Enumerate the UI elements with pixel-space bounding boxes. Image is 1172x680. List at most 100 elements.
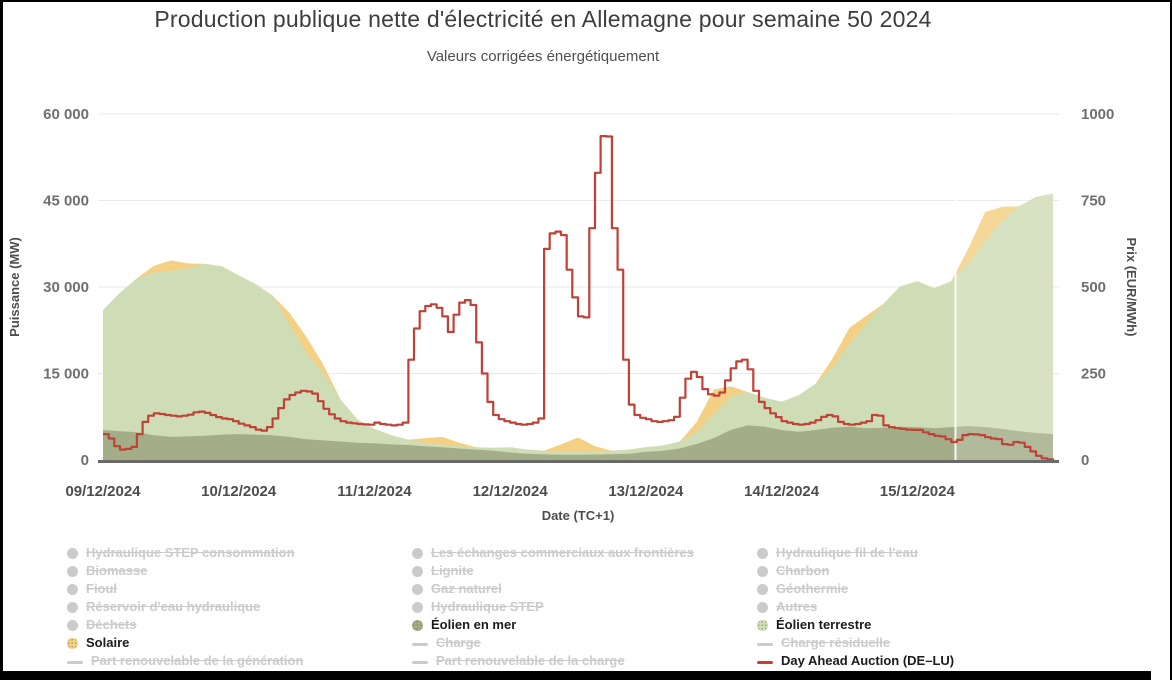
y-right-tick-label: 750 bbox=[1081, 193, 1106, 210]
legend-line-marker-icon bbox=[757, 643, 773, 646]
y-axis-left-title: Puissance (MW) bbox=[7, 237, 22, 337]
legend-line-marker-icon bbox=[412, 643, 428, 646]
legend-label: Lignite bbox=[431, 563, 474, 578]
legend-item-charbon[interactable]: Charbon bbox=[757, 562, 954, 580]
legend-item-charge[interactable]: Charge bbox=[412, 634, 694, 652]
legend-item-geothermie[interactable]: Géothermie bbox=[757, 580, 954, 598]
window-bottom-border bbox=[3, 671, 1151, 680]
legend-item-reservoir-d-eau-hydraulique[interactable]: Réservoir d'eau hydraulique bbox=[67, 598, 303, 616]
legend-label: Charge bbox=[436, 635, 481, 650]
legend: Hydraulique STEP consommation Biomasse Fio… bbox=[3, 544, 1170, 670]
legend-label: Les échanges commerciaux aux frontières bbox=[431, 545, 695, 560]
legend-label: Charbon bbox=[776, 563, 830, 578]
x-tick-label: 11/12/2024 bbox=[337, 483, 412, 500]
legend-circle-marker-icon bbox=[67, 620, 78, 631]
legend-item-eolien-en-mer[interactable]: Éolien en mer bbox=[412, 616, 694, 634]
legend-item-les-echanges-commerciaux-aux-frontieres[interactable]: Les échanges commerciaux aux frontières bbox=[412, 544, 694, 562]
x-tick-label: 15/12/2024 bbox=[880, 483, 956, 500]
legend-item-day-ahead-auction-de-lu[interactable]: Day Ahead Auction (DE–LU) bbox=[757, 652, 954, 670]
legend-item-lignite[interactable]: Lignite bbox=[412, 562, 694, 580]
legend-column-2: Les échanges commerciaux aux frontières L… bbox=[412, 544, 694, 670]
legend-item-hydraulique-step-consommation[interactable]: Hydraulique STEP consommation bbox=[67, 544, 303, 562]
legend-item-dechets[interactable]: Déchets bbox=[67, 616, 303, 634]
legend-item-part-renouvelable-de-la-generation[interactable]: Part renouvelable de la génération bbox=[67, 652, 303, 670]
legend-circle-marker-icon bbox=[67, 602, 78, 613]
x-tick-label: 09/12/2024 bbox=[65, 483, 141, 500]
legend-item-hydraulique-fil-de-l-eau[interactable]: Hydraulique fil de l'eau bbox=[757, 544, 954, 562]
legend-circle-marker-icon bbox=[412, 620, 423, 631]
legend-circle-marker-icon bbox=[412, 584, 423, 595]
legend-column-3: Hydraulique fil de l'eau Charbon Géothermi… bbox=[757, 544, 954, 670]
y-axis-right-title: Prix (EUR/MWh) bbox=[1124, 238, 1139, 337]
legend-item-gaz-naturel[interactable]: Gaz naturel bbox=[412, 580, 694, 598]
chart: 0 15 000 30 000 45 000 60 000 0 250 500 750 1000 0… bbox=[7, 106, 1139, 523]
legend-label: Biomasse bbox=[86, 563, 148, 578]
now-marker bbox=[954, 114, 1053, 460]
legend-circle-marker-icon bbox=[757, 566, 768, 577]
y-left-tick-label: 15 000 bbox=[43, 366, 89, 383]
legend-label: Éolien terrestre bbox=[776, 617, 872, 632]
legend-label: Géothermie bbox=[776, 581, 849, 596]
x-axis-title: Date (TC+1) bbox=[542, 508, 615, 523]
stacked-areas bbox=[103, 193, 1053, 460]
legend-label: Day Ahead Auction (DE–LU) bbox=[781, 653, 955, 668]
y-right-tick-label: 500 bbox=[1081, 279, 1106, 296]
legend-label: Hydraulique STEP consommation bbox=[86, 545, 295, 560]
legend-circle-marker-icon bbox=[67, 638, 78, 649]
legend-item-part-renouvelable-de-la-charge[interactable]: Part renouvelable de la charge bbox=[412, 652, 694, 670]
x-tick-label: 12/12/2024 bbox=[473, 483, 549, 500]
legend-label: Réservoir d'eau hydraulique bbox=[86, 599, 261, 614]
legend-circle-marker-icon bbox=[757, 584, 768, 595]
y-left-tick-label: 60 000 bbox=[43, 106, 89, 123]
legend-item-hydraulique-step[interactable]: Hydraulique STEP bbox=[412, 598, 694, 616]
legend-circle-marker-icon bbox=[67, 548, 78, 559]
y-right-tick-label: 250 bbox=[1081, 366, 1106, 383]
x-tick-label: 10/12/2024 bbox=[201, 483, 277, 500]
legend-circle-marker-icon bbox=[412, 566, 423, 577]
forecast-region bbox=[955, 114, 1053, 460]
legend-circle-marker-icon bbox=[67, 566, 78, 577]
legend-label: Part renouvelable de la charge bbox=[436, 653, 625, 668]
legend-label: Solaire bbox=[86, 635, 130, 650]
legend-item-autres[interactable]: Autres bbox=[757, 598, 954, 616]
axes: 0 15 000 30 000 45 000 60 000 0 250 500 750 1000 0… bbox=[43, 106, 1114, 500]
legend-label: Charge résiduelle bbox=[781, 635, 891, 650]
page-title: Production publique nette d'électricité … bbox=[154, 6, 932, 32]
y-left-tick-label: 0 bbox=[81, 452, 89, 469]
legend-label: Déchets bbox=[86, 617, 137, 632]
legend-item-eolien-terrestre[interactable]: Éolien terrestre bbox=[757, 616, 954, 634]
price-series bbox=[103, 135, 1055, 461]
y-left-tick-label: 30 000 bbox=[43, 279, 89, 296]
legend-circle-marker-icon bbox=[412, 548, 423, 559]
legend-label: Hydraulique STEP bbox=[431, 599, 544, 614]
legend-circle-marker-icon bbox=[412, 602, 423, 613]
legend-item-charge-residuelle[interactable]: Charge résiduelle bbox=[757, 634, 954, 652]
legend-label: Autres bbox=[776, 599, 818, 614]
price-line bbox=[103, 135, 1055, 461]
area-eolien-en-mer bbox=[103, 425, 1053, 460]
legend-label: Part renouvelable de la génération bbox=[91, 653, 304, 668]
legend-circle-marker-icon bbox=[757, 548, 768, 559]
legend-item-solaire[interactable]: Solaire bbox=[67, 634, 303, 652]
legend-circle-marker-icon bbox=[67, 584, 78, 595]
legend-line-marker-icon bbox=[757, 661, 773, 664]
legend-item-biomasse[interactable]: Biomasse bbox=[67, 562, 303, 580]
legend-label: Hydraulique fil de l'eau bbox=[776, 545, 918, 560]
legend-label: Gaz naturel bbox=[431, 581, 502, 596]
x-tick-label: 13/12/2024 bbox=[608, 483, 684, 500]
legend-line-marker-icon bbox=[67, 661, 83, 664]
legend-column-1: Hydraulique STEP consommation Biomasse Fio… bbox=[67, 544, 303, 670]
legend-circle-marker-icon bbox=[757, 620, 768, 631]
legend-item-fioul[interactable]: Fioul bbox=[67, 580, 303, 598]
y-right-tick-label: 1000 bbox=[1081, 106, 1114, 123]
x-tick-label: 14/12/2024 bbox=[744, 483, 820, 500]
y-right-tick-label: 0 bbox=[1081, 452, 1089, 469]
page-subtitle: Valeurs corrigées énergétiquement bbox=[426, 48, 660, 65]
legend-line-marker-icon bbox=[412, 661, 428, 664]
legend-label: Fioul bbox=[86, 581, 118, 596]
y-left-tick-label: 45 000 bbox=[43, 193, 89, 210]
legend-circle-marker-icon bbox=[757, 602, 768, 613]
area-eolien-terrestre bbox=[103, 193, 1053, 460]
legend-label: Éolien en mer bbox=[431, 617, 517, 632]
